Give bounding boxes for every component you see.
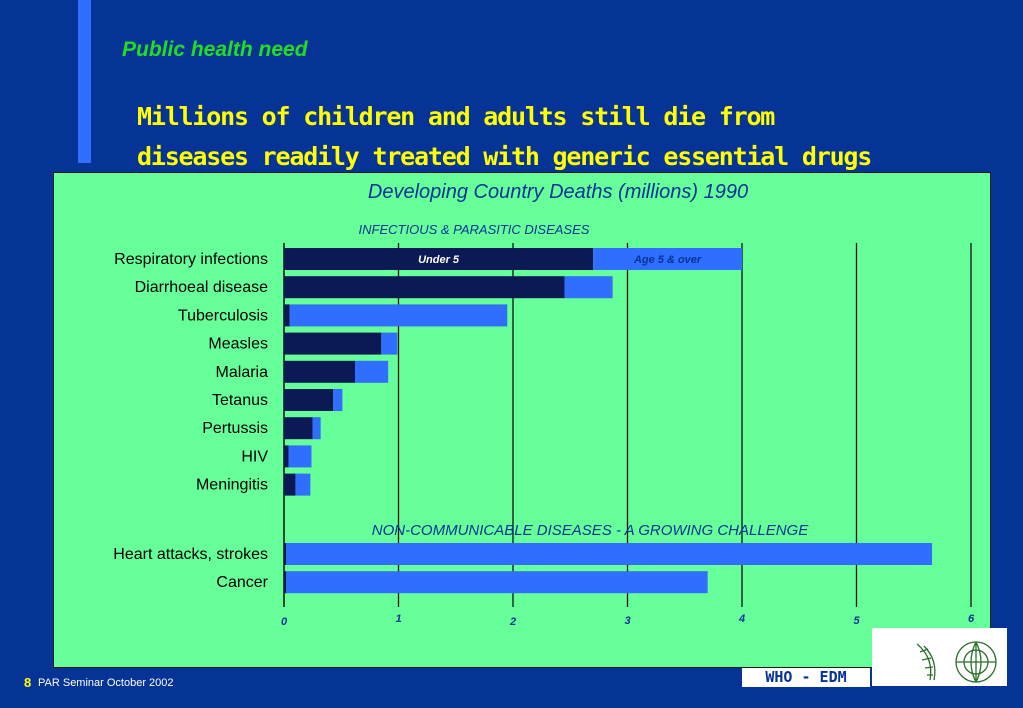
bar-pertussis-age-5-over	[312, 417, 321, 440]
category-label-cancer: Cancer	[216, 574, 268, 591]
x-tick-label-2: 2	[509, 616, 516, 628]
bar-pertussis-under-5	[284, 417, 313, 440]
category-label-tetanus: Tetanus	[212, 392, 268, 409]
category-label-hiv: HIV	[241, 448, 268, 465]
bar-meningitis-under-5	[284, 473, 296, 496]
x-tick-label-5: 5	[853, 615, 860, 627]
chart-panel: Developing Country Deaths (millions) 199…	[53, 172, 991, 668]
group-label-non-communicable-diseases-a-growing-challenge: NON-COMMUNICABLE DISEASES - A GROWING CH…	[372, 522, 809, 539]
accent-bar	[78, 0, 91, 163]
bar-hiv-under-5	[284, 445, 289, 468]
category-label-meningitis: Meningitis	[196, 477, 268, 494]
x-tick-label-3: 3	[624, 615, 630, 627]
legend-label-age-5-over: Age 5 & over	[633, 254, 702, 266]
bar-diarrhoeal-disease-age-5-over	[564, 276, 613, 299]
legend-label-under-5: Under 5	[418, 254, 460, 266]
bar-cancer-under-5	[284, 571, 287, 594]
category-label-malaria: Malaria	[216, 364, 269, 381]
bar-tetanus-age-5-over	[333, 389, 343, 411]
bar-tetanus-under-5	[284, 389, 334, 411]
who-emblem-icon	[872, 628, 1007, 686]
bar-tuberculosis-under-5	[284, 304, 290, 327]
chart-title: Developing Country Deaths (millions) 199…	[368, 181, 748, 203]
category-label-heart-attacks-strokes: Heart attacks, strokes	[113, 546, 268, 563]
x-tick-label-0: 0	[281, 616, 288, 628]
x-tick-label-1: 1	[395, 613, 401, 625]
bar-measles-under-5	[284, 332, 382, 355]
bar-heart-attacks-strokes-age-5-over	[286, 543, 933, 565]
category-label-respiratory-infections: Respiratory infections	[114, 251, 268, 268]
headline: Millions of children and adults still di…	[137, 97, 997, 177]
bar-malaria-age-5-over	[354, 360, 389, 383]
org-label: WHO - EDM	[742, 668, 870, 687]
bar-respiratory-infections-under-5	[284, 248, 594, 270]
deaths-bar-chart: Developing Country Deaths (millions) 199…	[113, 181, 975, 628]
x-tick-label-6: 6	[968, 613, 975, 625]
headline-line-2: diseases readily treated with generic es…	[137, 142, 872, 171]
bar-diarrhoeal-disease-under-5	[284, 276, 565, 299]
section-title: Public health need	[122, 38, 308, 61]
category-label-diarrhoeal-disease: Diarrhoeal disease	[135, 279, 269, 296]
category-label-pertussis: Pertussis	[202, 420, 268, 437]
group-label-infectious-parasitic-diseases: INFECTIOUS & PARASITIC DISEASES	[359, 222, 590, 237]
bar-heart-attacks-strokes-under-5	[284, 543, 287, 565]
bar-tuberculosis-age-5-over	[289, 304, 508, 327]
x-tick-label-4: 4	[738, 613, 745, 625]
bar-measles-age-5-over	[381, 332, 398, 355]
bar-meningitis-age-5-over	[295, 473, 311, 496]
footer-text: PAR Seminar October 2002	[38, 677, 174, 689]
page-number: 8	[24, 675, 32, 690]
category-label-tuberculosis: Tuberculosis	[178, 307, 268, 324]
bar-hiv-age-5-over	[288, 445, 312, 468]
bar-respiratory-infections-age-5-over	[593, 248, 742, 270]
bar-malaria-under-5	[284, 360, 355, 383]
headline-line-1: Millions of children and adults still di…	[137, 102, 775, 131]
category-label-measles: Measles	[208, 336, 268, 353]
bar-cancer-age-5-over	[286, 571, 708, 594]
